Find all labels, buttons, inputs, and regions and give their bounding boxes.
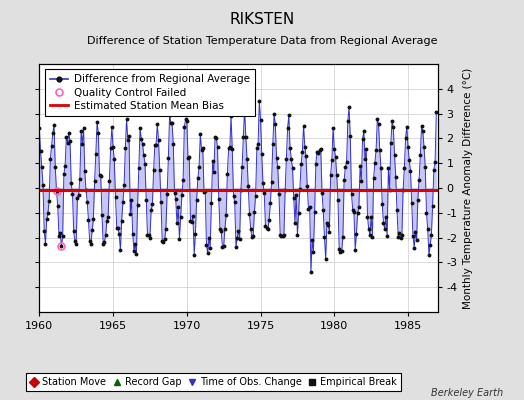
- Text: Difference of Station Temperature Data from Regional Average: Difference of Station Temperature Data f…: [87, 36, 437, 46]
- Text: Berkeley Earth: Berkeley Earth: [431, 388, 503, 398]
- Legend: Station Move, Record Gap, Time of Obs. Change, Empirical Break: Station Move, Record Gap, Time of Obs. C…: [26, 373, 401, 391]
- Text: RIKSTEN: RIKSTEN: [230, 12, 294, 27]
- Legend: Difference from Regional Average, Quality Control Failed, Estimated Station Mean: Difference from Regional Average, Qualit…: [45, 69, 255, 116]
- Y-axis label: Monthly Temperature Anomaly Difference (°C): Monthly Temperature Anomaly Difference (…: [463, 67, 473, 309]
